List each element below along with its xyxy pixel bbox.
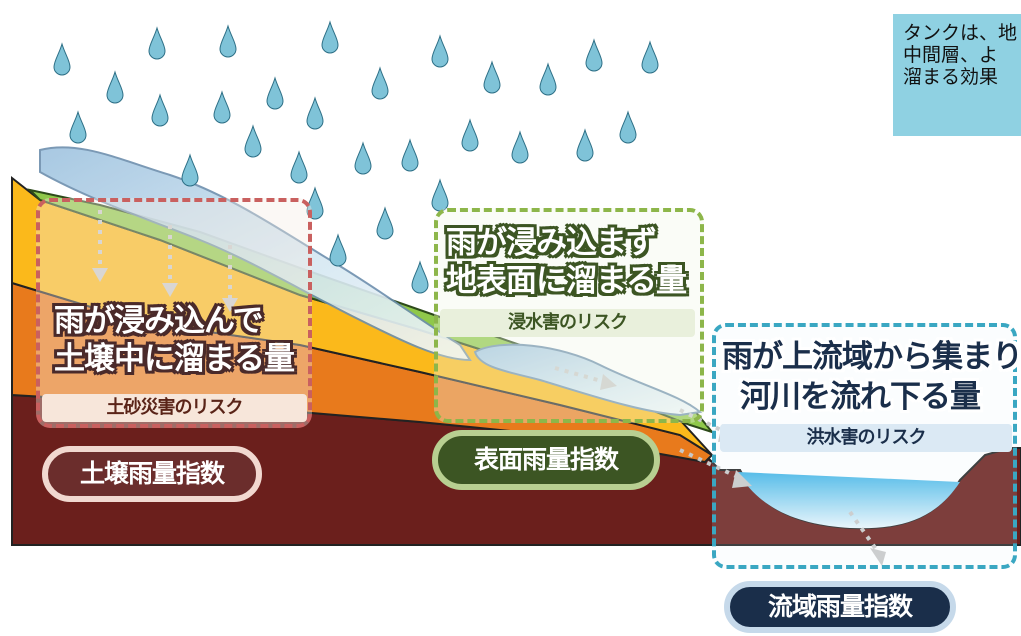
raindrop-icon: [585, 38, 603, 72]
landslide-risk-label: 土砂災害のリスク: [42, 394, 307, 422]
raindrop-icon: [53, 42, 71, 76]
raindrop-icon: [431, 178, 449, 212]
explanation-note: タンクは、地 中間層、よ 溜まる効果: [893, 14, 1021, 136]
raindrop-icon: [371, 66, 389, 100]
raindrop-icon: [151, 93, 169, 127]
soil-water-box: [36, 198, 312, 428]
raindrop-icon: [306, 96, 324, 130]
soil-rainfall-index-badge: 土壌雨量指数: [42, 446, 262, 502]
raindrops: [53, 20, 659, 294]
flow-arrows: [98, 210, 880, 554]
note-line: 溜まる効果: [903, 66, 999, 88]
note-line: タンクは、地: [903, 22, 1018, 44]
raindrop-icon: [266, 76, 284, 110]
soil-title-line1: 雨が浸み込んで: [54, 303, 263, 339]
river-water: [738, 472, 960, 529]
raindrop-icon: [290, 150, 308, 184]
raindrop-icon: [69, 110, 87, 144]
raindrop-icon: [461, 118, 479, 152]
basin-title-line2: 河川を流れ下る量: [740, 379, 981, 415]
flood-risk-label: 洪水害のリスク: [720, 424, 1012, 452]
raindrop-icon: [354, 141, 372, 175]
raindrop-icon: [401, 138, 419, 172]
raindrop-icon: [619, 110, 637, 144]
raindrop-icon: [431, 34, 449, 68]
raindrop-icon: [106, 70, 124, 104]
surface-rainfall-index-badge: 表面雨量指数: [432, 430, 660, 490]
raindrop-icon: [244, 124, 262, 158]
raindrop-icon: [219, 24, 237, 58]
raindrop-icon: [411, 260, 429, 294]
surface-title-line1: 雨が浸み込まず: [446, 225, 657, 261]
inundation-risk-label: 浸水害のリスク: [440, 309, 695, 337]
basin-title-line1: 雨が上流域から集まり: [722, 339, 1021, 375]
note-line: 中間層、よ: [903, 44, 999, 66]
raindrop-icon: [576, 128, 594, 162]
basin-rainfall-index-badge: 流域雨量指数: [724, 581, 956, 633]
raindrop-icon: [213, 90, 231, 124]
surface-title-line2: 地表面に溜まる量: [446, 263, 687, 299]
raindrop-icon: [483, 60, 501, 94]
raindrop-icon: [539, 62, 557, 96]
raindrop-icon: [148, 26, 166, 60]
raindrop-icon: [181, 153, 199, 187]
raindrop-icon: [321, 20, 339, 54]
raindrop-icon: [329, 233, 347, 267]
raindrop-icon: [511, 130, 529, 164]
raindrop-icon: [641, 40, 659, 74]
soil-title-line2: 土壌中に溜まる量: [54, 341, 295, 377]
raindrop-icon: [376, 206, 394, 240]
